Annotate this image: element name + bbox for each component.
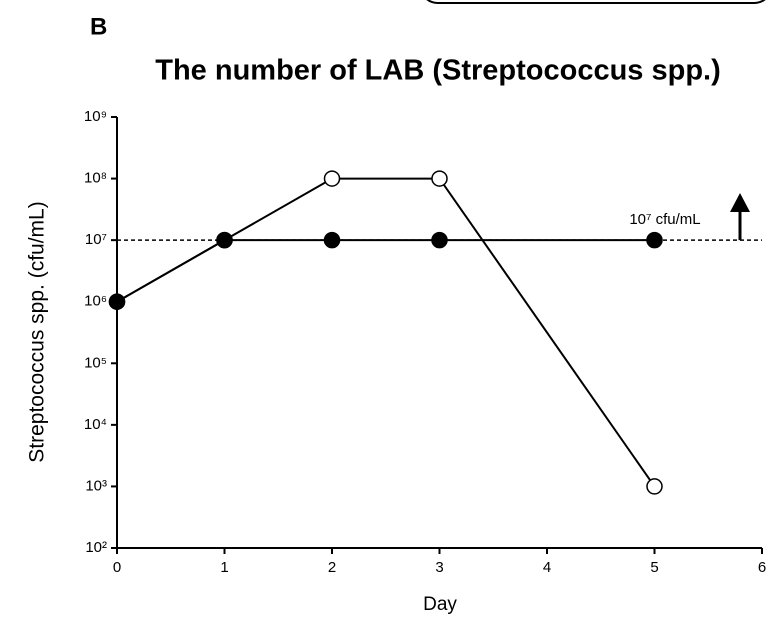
y-tick-label: 10⁹ [84,108,107,125]
y-tick-label: 10⁸ [84,170,107,187]
panel-label: B [90,13,107,40]
marker [431,231,448,249]
marker [108,293,126,310]
x-tick-label: 3 [435,559,443,576]
frame-box [426,0,766,4]
marker [216,231,233,249]
marker [646,231,663,249]
arrow-head [730,193,750,212]
x-tick-label: 6 [758,559,766,576]
series-line [116,239,655,303]
marker [646,478,663,495]
marker [323,231,341,249]
y-tick-label: 10⁶ [84,293,107,310]
x-tick-label: 5 [650,559,658,576]
annotation: 10⁷ cfu/mL [629,211,700,228]
x-axis-label: Day [423,594,457,615]
series-line [116,177,656,488]
x-tick-label: 2 [328,559,336,576]
x-tick-label: 0 [113,559,121,576]
marker [431,170,448,187]
x-tick-label: 4 [543,559,551,576]
y-tick-label: 10⁵ [84,354,107,371]
y-axis-label: Streptococcus spp. (cfu/mL) [26,201,49,462]
y-tick-label: 10³ [85,477,107,494]
x-tick-label: 1 [220,559,228,576]
y-tick-label: 10⁷ [85,231,107,248]
y-tick-label: 10² [85,539,107,556]
y-tick-label: 10⁴ [84,416,107,433]
marker [323,170,341,187]
chart-title: The number of LAB (Streptococcus spp.) [155,55,721,87]
